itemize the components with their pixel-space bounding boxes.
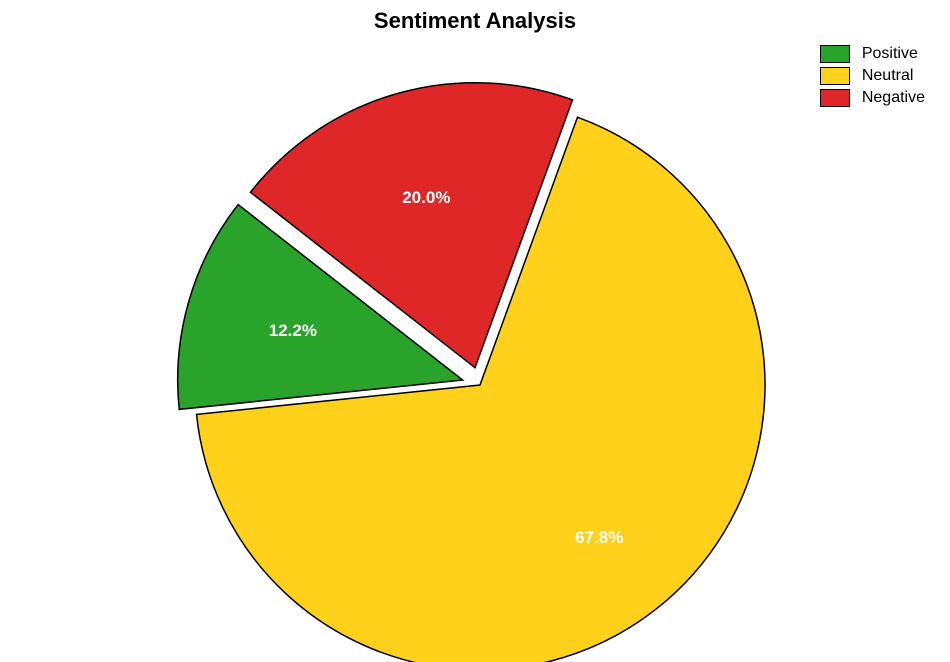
legend-item-positive: Positive: [820, 45, 925, 63]
chart-area: 67.8% 12.2% 20.0%: [0, 40, 950, 662]
slice-label-positive: 12.2%: [269, 321, 317, 341]
legend: Positive Neutral Negative: [820, 45, 925, 111]
legend-label-neutral: Neutral: [862, 67, 914, 85]
legend-swatch-positive: [820, 45, 850, 63]
chart-container: Sentiment Analysis 67.8% 12.2% 20.0% Pos…: [0, 0, 950, 662]
pie-chart-svg: [0, 40, 950, 662]
chart-title: Sentiment Analysis: [0, 8, 950, 34]
legend-label-negative: Negative: [862, 89, 925, 107]
legend-label-positive: Positive: [862, 45, 918, 63]
legend-swatch-negative: [820, 89, 850, 107]
legend-swatch-neutral: [820, 67, 850, 85]
legend-item-neutral: Neutral: [820, 67, 925, 85]
slice-label-neutral: 67.8%: [575, 528, 623, 548]
legend-item-negative: Negative: [820, 89, 925, 107]
slice-label-negative: 20.0%: [402, 188, 450, 208]
